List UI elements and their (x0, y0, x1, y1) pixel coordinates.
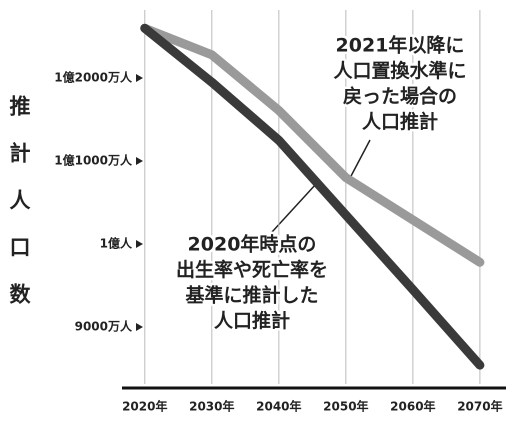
series-line (140, 23, 485, 370)
annotation: 人口推計 (362, 110, 438, 133)
y-tick-mark (136, 74, 143, 83)
annotation: 人口推計 (214, 309, 290, 332)
annotation: 戻った場合の (343, 85, 457, 108)
annotation: 人口置換水準に (333, 59, 466, 82)
pointer-line (271, 183, 317, 233)
y-tick-label: 1億1000万人 (54, 153, 133, 168)
x-tick-label: 2030年 (189, 399, 234, 414)
series-line (140, 23, 485, 267)
y-axis-title: 推計人口数 (7, 95, 31, 330)
x-tick-label: 2070年 (457, 399, 502, 414)
y-tick-label: 1億人 (100, 236, 133, 251)
annotation: 2021年以降に (336, 34, 465, 57)
y-tick-mark (136, 157, 143, 166)
annotation: 2020年時点の (188, 233, 317, 256)
x-tick-label: 2050年 (323, 399, 368, 414)
y-tick-mark (136, 240, 143, 249)
y-tick-label: 1億2000万人 (54, 70, 133, 85)
x-tick-label: 2060年 (390, 399, 435, 414)
annotation: 出生率や死亡率を (176, 258, 328, 281)
grid (144, 10, 481, 384)
y-tick-mark (136, 323, 143, 332)
annotation: 基準に推計した (184, 284, 318, 307)
pointer-line (349, 139, 371, 179)
x-tick-label: 2040年 (256, 399, 301, 414)
x-tick-label: 2020年 (122, 399, 167, 414)
y-tick-label: 9000万人 (75, 319, 133, 334)
